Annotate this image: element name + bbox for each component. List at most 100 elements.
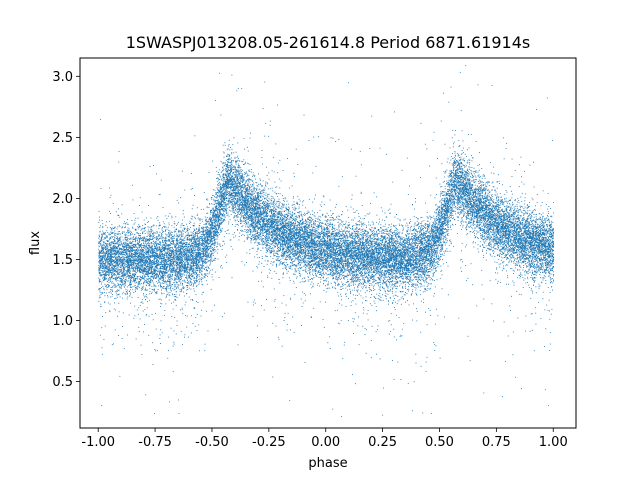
data-point (482, 250, 483, 251)
data-point (377, 246, 378, 247)
data-point (369, 243, 370, 244)
data-point (497, 246, 498, 247)
data-point (396, 339, 397, 340)
data-point (380, 286, 381, 287)
data-point (528, 285, 529, 286)
data-point (361, 192, 362, 193)
data-point (404, 294, 405, 295)
data-point (533, 258, 534, 259)
data-point (110, 311, 111, 312)
data-point (551, 242, 552, 243)
data-point (490, 244, 491, 245)
data-point (229, 233, 230, 234)
data-point (359, 237, 360, 238)
data-point (524, 253, 525, 254)
data-point (290, 265, 291, 266)
data-point (390, 253, 391, 254)
data-point (168, 216, 169, 217)
data-point (233, 237, 234, 238)
data-point (140, 230, 141, 231)
data-point (388, 210, 389, 211)
data-point (230, 159, 231, 160)
data-point (105, 234, 106, 235)
data-point (459, 184, 460, 185)
data-point (170, 281, 171, 282)
data-point (359, 220, 360, 221)
data-point (352, 226, 353, 227)
data-point (553, 276, 554, 277)
data-point (372, 241, 373, 242)
data-point (379, 233, 380, 234)
data-point (176, 284, 177, 285)
data-point (381, 231, 382, 232)
data-point (481, 168, 482, 169)
data-point (244, 149, 245, 150)
data-point (513, 214, 514, 215)
data-point (254, 175, 255, 176)
data-point (543, 220, 544, 221)
data-point (486, 233, 487, 234)
data-point (318, 255, 319, 256)
data-point (137, 310, 138, 311)
data-point (345, 231, 346, 232)
data-point (175, 273, 176, 274)
data-point (216, 222, 217, 223)
data-point (458, 192, 459, 193)
data-point (300, 282, 301, 283)
data-point (267, 261, 268, 262)
data-point (175, 252, 176, 253)
data-point (338, 219, 339, 220)
data-point (240, 185, 241, 186)
data-point (445, 245, 446, 246)
data-point (192, 233, 193, 234)
data-point (295, 274, 296, 275)
data-point (480, 233, 481, 234)
data-point (531, 290, 532, 291)
data-point (165, 280, 166, 281)
data-point (479, 186, 480, 187)
data-point (380, 277, 381, 278)
data-point (389, 209, 390, 210)
data-point (121, 249, 122, 250)
data-point (250, 197, 251, 198)
data-point (294, 220, 295, 221)
data-point (161, 299, 162, 300)
data-point (293, 198, 294, 199)
data-point (166, 295, 167, 296)
data-point (413, 279, 414, 280)
data-point (212, 249, 213, 250)
data-point (418, 256, 419, 257)
data-point (207, 284, 208, 285)
data-point (467, 180, 468, 181)
data-point (177, 241, 178, 242)
data-point (370, 203, 371, 204)
data-point (428, 218, 429, 219)
data-point (261, 193, 262, 194)
data-point (236, 208, 237, 209)
data-point (322, 243, 323, 244)
data-point (189, 280, 190, 281)
data-point (345, 236, 346, 237)
data-point (224, 153, 225, 154)
data-point (529, 210, 530, 211)
data-point (362, 272, 363, 273)
data-point (505, 361, 506, 362)
data-point (508, 223, 509, 224)
data-point (255, 196, 256, 197)
data-point (421, 225, 422, 226)
data-point (278, 251, 279, 252)
data-point (471, 225, 472, 226)
data-point (351, 282, 352, 283)
data-point (377, 255, 378, 256)
data-point (408, 194, 409, 195)
data-point (333, 274, 334, 275)
data-point (522, 270, 523, 271)
data-point (103, 239, 104, 240)
data-point (228, 167, 229, 168)
data-point (236, 216, 237, 217)
data-point (389, 213, 390, 214)
data-point (296, 278, 297, 279)
data-point (251, 239, 252, 240)
data-point (402, 270, 403, 271)
data-point (242, 230, 243, 231)
